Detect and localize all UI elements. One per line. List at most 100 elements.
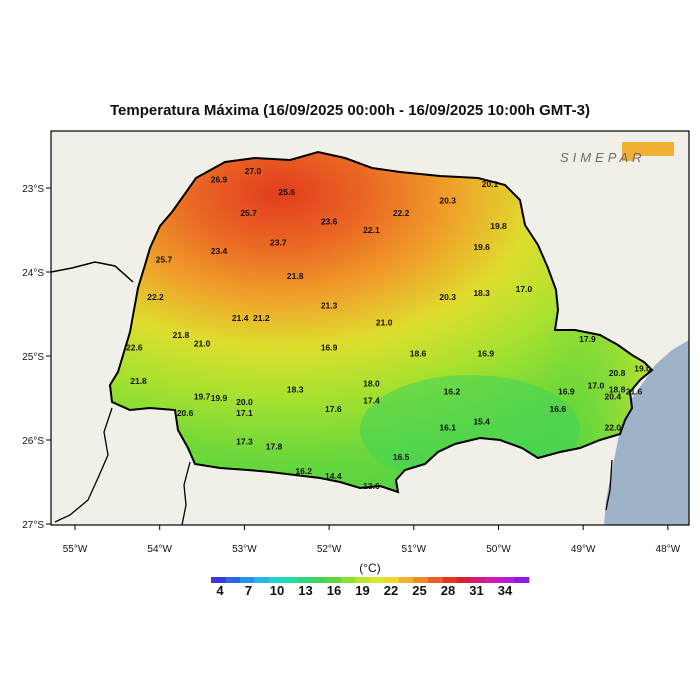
colorbar-label: 16 (327, 583, 341, 598)
colorbar-swatch (341, 577, 356, 583)
x-tick-label: 55°W (63, 544, 88, 555)
colorbar-swatch (225, 577, 241, 583)
station-value: 21.0 (376, 317, 393, 327)
station-value: 23.6 (321, 217, 338, 227)
station-value: 13.6 (363, 481, 380, 491)
station-value: 22.1 (363, 225, 380, 235)
colorbar-label: 4 (216, 583, 224, 598)
colorbar-swatch (370, 577, 385, 583)
colorbar-swatch (427, 577, 443, 583)
station-value: 17.9 (579, 334, 596, 344)
y-tick-label: 25°S (22, 352, 44, 363)
station-value: 20.8 (609, 368, 626, 378)
y-tick-label: 27°S (22, 520, 44, 531)
station-value: 17.4 (363, 396, 380, 406)
station-value: 23.7 (270, 238, 287, 248)
border-se (605, 459, 613, 511)
station-value: 15.4 (473, 417, 490, 427)
station-value: 17.6 (325, 404, 342, 414)
colorbar-swatch (254, 577, 270, 583)
y-tick-label: 23°S (22, 184, 44, 195)
border-south-west (54, 407, 113, 523)
station-value: 16.5 (393, 452, 410, 462)
station-value: 21.8 (173, 330, 190, 340)
colorbar-label: 10 (270, 583, 284, 598)
station-value: 26.9 (211, 175, 228, 185)
colorbar-swatch (283, 577, 299, 583)
station-value: 18.3 (473, 288, 490, 298)
border-west (51, 261, 134, 283)
x-tick-label: 49°W (571, 544, 596, 555)
station-value: 17.0 (516, 284, 533, 294)
station-value: 19.0 (634, 364, 651, 374)
station-values: 27.0 26.9 25.6 25.7 23.6 22.1 22.2 20.3 20.1 19.8… (126, 166, 651, 491)
station-value: 19.6 (473, 242, 490, 252)
x-tick-label: 54°W (147, 544, 172, 555)
logo-mark (622, 142, 674, 161)
colorbar-label: 13 (298, 583, 312, 598)
colorbar-swatch (239, 577, 255, 583)
station-value: 25.7 (240, 208, 257, 218)
colorbar-swatch (268, 577, 284, 583)
station-value: 17.3 (236, 437, 253, 447)
station-value: 16.2 (444, 386, 461, 396)
state-outline (108, 150, 654, 494)
station-value: 16.2 (295, 466, 312, 476)
station-value: 21.0 (194, 338, 211, 348)
colorbar-swatch (413, 577, 429, 583)
station-value: 16.1 (439, 422, 456, 432)
y-tick-label: 26°S (22, 436, 44, 447)
colorbar-label: 7 (245, 583, 252, 598)
x-tick-label: 50°W (486, 544, 511, 555)
station-value: 20.3 (439, 196, 456, 206)
station-value: 25.7 (156, 254, 173, 264)
station-value: 20.1 (482, 179, 499, 189)
station-value: 21.3 (321, 301, 338, 311)
ocean-area (604, 340, 689, 525)
station-value: 23.4 (211, 246, 228, 256)
colorbar-swatch (326, 577, 342, 583)
map-frame (50, 130, 690, 526)
station-value: 21.8 (287, 271, 304, 281)
station-value: 19.7 (194, 391, 211, 401)
station-value: 20.4 (605, 391, 622, 401)
station-value: 21.8 (130, 376, 147, 386)
colorbar-swatch (485, 577, 501, 583)
colorbar-swatch (398, 577, 414, 583)
colorbar-label: 19 (355, 583, 369, 598)
y-tick-label: 24°S (22, 268, 44, 279)
station-value: 22.2 (393, 208, 410, 218)
colorbar-swatch (312, 577, 327, 583)
colorbar-swatch (471, 577, 486, 583)
simepar-logo: SIMEPAR (560, 142, 674, 165)
border-south (181, 461, 191, 525)
station-value: 18.8 (609, 385, 626, 395)
colorbar-label: 22 (384, 583, 398, 598)
colorbar-label: 31 (469, 583, 483, 598)
colorbar-swatch (514, 577, 530, 583)
station-value: 18.0 (363, 379, 380, 389)
colorbar-label: 28 (441, 583, 455, 598)
colorbar: 4 7 10 13 16 19 22 25 28 31 34 (211, 577, 530, 598)
station-value: 21.2 (253, 313, 270, 323)
station-value: 20.0 (236, 397, 253, 407)
x-tick-label: 52°W (317, 544, 342, 555)
station-value: 17.8 (266, 442, 283, 452)
colorbar-swatch (500, 577, 515, 583)
map-title: Temperatura Máxima (16/09/2025 00:00h - … (110, 102, 590, 119)
colorbar-swatch (355, 577, 371, 583)
station-value: 16.9 (478, 349, 495, 359)
station-value: 19.8 (490, 221, 507, 231)
station-value: 18.6 (410, 349, 427, 359)
station-value: 16.9 (558, 386, 575, 396)
station-value: 22.6 (126, 343, 143, 353)
x-tick-label: 51°W (402, 544, 427, 555)
station-value: 20.3 (439, 292, 456, 302)
logo-text: SIMEPAR (560, 150, 646, 165)
station-value: 21.6 (626, 386, 643, 396)
station-value: 20.6 (177, 408, 194, 418)
station-value: 25.6 (279, 187, 296, 197)
station-value: 19.9 (211, 393, 228, 403)
station-value: 21.4 (232, 313, 249, 323)
